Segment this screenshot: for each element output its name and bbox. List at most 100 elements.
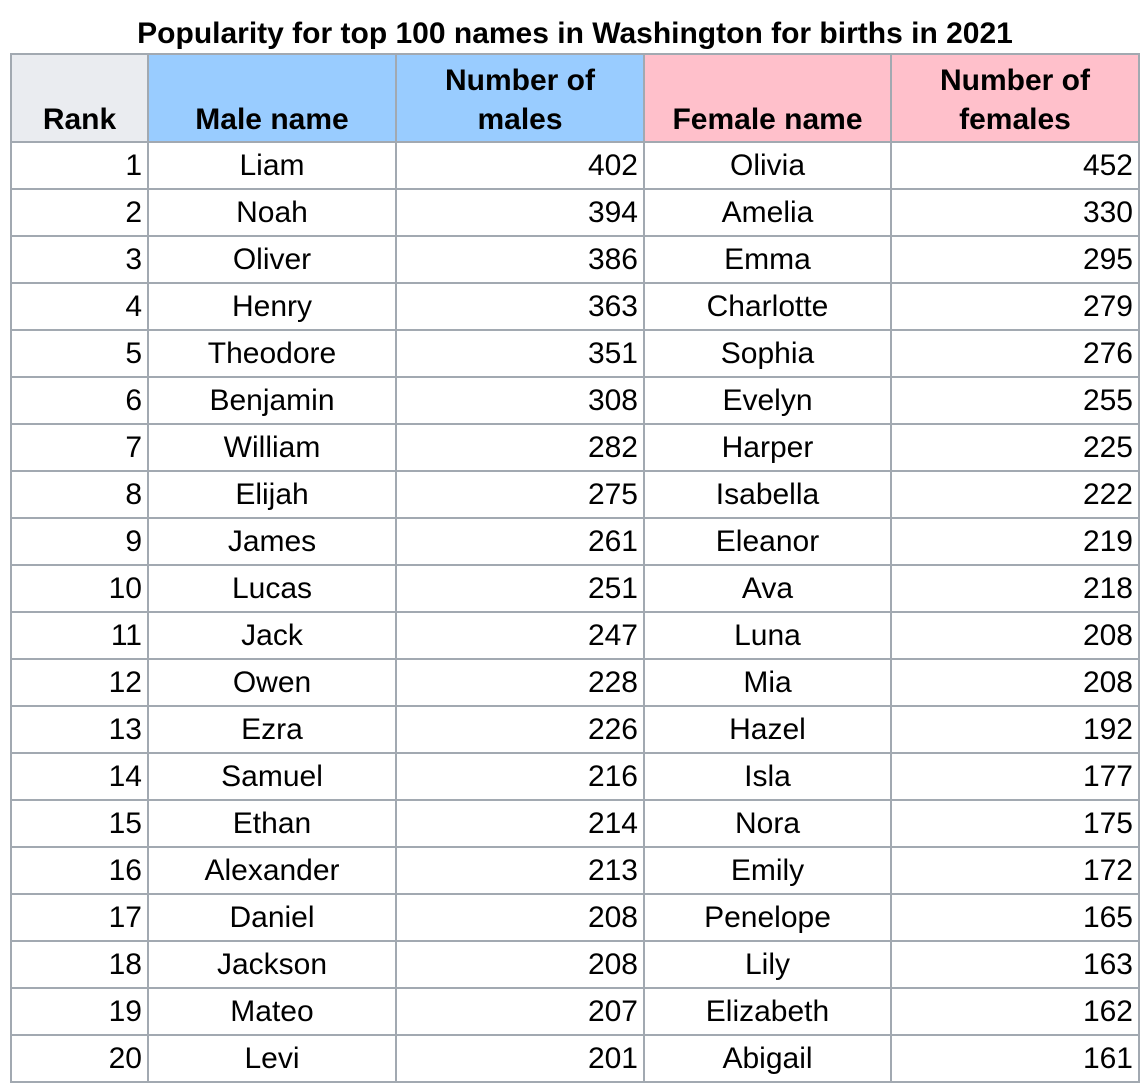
rank-header-label: Rank — [42, 103, 117, 136]
female-count-cell: 222 — [890, 470, 1140, 519]
table-row: 14 Samuel 216 Isla 177 — [10, 752, 1140, 801]
rank-cell: 17 — [10, 893, 149, 942]
male-count-cell: 275 — [395, 470, 645, 519]
male-count-cell: 228 — [395, 658, 645, 707]
male-count-header-line2: males — [477, 103, 563, 136]
male-name-cell: Daniel — [147, 893, 397, 942]
table-row: 15 Ethan 214 Nora 175 — [10, 799, 1140, 848]
male-name-cell: Theodore — [147, 329, 397, 378]
male-count-cell: 208 — [395, 893, 645, 942]
rank-cell: 4 — [10, 282, 149, 331]
male-name-cell: Jackson — [147, 940, 397, 989]
female-count-cell: 162 — [890, 987, 1140, 1036]
male-count-cell: 386 — [395, 235, 645, 284]
female-count-cell: 219 — [890, 517, 1140, 566]
male-count-cell: 213 — [395, 846, 645, 895]
male-name-cell: Levi — [147, 1034, 397, 1083]
female-count-cell: 452 — [890, 141, 1140, 190]
female-name-cell: Luna — [643, 611, 892, 660]
rank-cell: 15 — [10, 799, 149, 848]
male-count-cell: 216 — [395, 752, 645, 801]
table-row: 11 Jack 247 Luna 208 — [10, 611, 1140, 660]
male-count-cell: 402 — [395, 141, 645, 190]
female-name-cell: Harper — [643, 423, 892, 472]
female-name-cell: Hazel — [643, 705, 892, 754]
table-row: 5 Theodore 351 Sophia 276 — [10, 329, 1140, 378]
male-count-cell: 247 — [395, 611, 645, 660]
female-count-cell: 172 — [890, 846, 1140, 895]
female-name-cell: Emily — [643, 846, 892, 895]
male-count-header-line1: Number of — [445, 64, 595, 97]
male-name-cell: Henry — [147, 282, 397, 331]
male-name-header[interactable]: Male name — [147, 53, 397, 143]
header-row: Rank Male name Number of males Female nam… — [10, 53, 1140, 143]
male-name-cell: Liam — [147, 141, 397, 190]
table-caption: Popularity for top 100 names in Washingt… — [137, 17, 1013, 50]
male-name-cell: Jack — [147, 611, 397, 660]
male-name-cell: Benjamin — [147, 376, 397, 425]
female-name-header[interactable]: Female name — [643, 53, 892, 143]
male-name-cell: Oliver — [147, 235, 397, 284]
male-count-cell: 208 — [395, 940, 645, 989]
table-row: 3 Oliver 386 Emma 295 — [10, 235, 1140, 284]
male-count-cell: 282 — [395, 423, 645, 472]
table-row: 20 Levi 201 Abigail 161 — [10, 1034, 1140, 1083]
female-name-cell: Mia — [643, 658, 892, 707]
female-count-cell: 276 — [890, 329, 1140, 378]
rank-cell: 3 — [10, 235, 149, 284]
female-count-cell: 208 — [890, 611, 1140, 660]
male-count-cell: 226 — [395, 705, 645, 754]
male-count-cell: 207 — [395, 987, 645, 1036]
table-row: 19 Mateo 207 Elizabeth 162 — [10, 987, 1140, 1036]
female-name-cell: Elizabeth — [643, 987, 892, 1036]
female-count-cell: 177 — [890, 752, 1140, 801]
rank-cell: 14 — [10, 752, 149, 801]
male-name-cell: Samuel — [147, 752, 397, 801]
male-count-cell: 201 — [395, 1034, 645, 1083]
rank-cell: 12 — [10, 658, 149, 707]
rank-cell: 11 — [10, 611, 149, 660]
table-row: 12 Owen 228 Mia 208 — [10, 658, 1140, 707]
table-row: 2 Noah 394 Amelia 330 — [10, 188, 1140, 237]
female-count-cell: 175 — [890, 799, 1140, 848]
table-row: 6 Benjamin 308 Evelyn 255 — [10, 376, 1140, 425]
female-name-cell: Eleanor — [643, 517, 892, 566]
male-count-cell: 214 — [395, 799, 645, 848]
male-count-cell: 251 — [395, 564, 645, 613]
male-count-cell: 308 — [395, 376, 645, 425]
table-row: 7 William 282 Harper 225 — [10, 423, 1140, 472]
female-name-cell: Sophia — [643, 329, 892, 378]
female-name-cell: Evelyn — [643, 376, 892, 425]
female-name-cell: Nora — [643, 799, 892, 848]
rank-cell: 5 — [10, 329, 149, 378]
rank-header[interactable]: Rank — [10, 53, 149, 143]
male-name-cell: Noah — [147, 188, 397, 237]
female-count-header[interactable]: Number of females — [890, 53, 1140, 143]
male-name-cell: Alexander — [147, 846, 397, 895]
female-count-cell: 165 — [890, 893, 1140, 942]
male-count-header[interactable]: Number of males — [395, 53, 645, 143]
female-name-cell: Charlotte — [643, 282, 892, 331]
male-name-cell: Elijah — [147, 470, 397, 519]
female-name-header-label: Female name — [672, 103, 863, 136]
rank-cell: 13 — [10, 705, 149, 754]
table-row: 8 Elijah 275 Isabella 222 — [10, 470, 1140, 519]
female-count-cell: 279 — [890, 282, 1140, 331]
female-name-cell: Emma — [643, 235, 892, 284]
male-count-cell: 261 — [395, 517, 645, 566]
female-name-cell: Isla — [643, 752, 892, 801]
table-row: 4 Henry 363 Charlotte 279 — [10, 282, 1140, 331]
female-count-cell: 208 — [890, 658, 1140, 707]
table-row: 13 Ezra 226 Hazel 192 — [10, 705, 1140, 754]
rank-cell: 6 — [10, 376, 149, 425]
table-header: Rank Male name Number of males Female nam… — [10, 53, 1140, 143]
male-name-cell: Ethan — [147, 799, 397, 848]
female-name-cell: Penelope — [643, 893, 892, 942]
table-row: 16 Alexander 213 Emily 172 — [10, 846, 1140, 895]
female-count-cell: 161 — [890, 1034, 1140, 1083]
male-name-cell: Owen — [147, 658, 397, 707]
rank-cell: 20 — [10, 1034, 149, 1083]
rank-cell: 7 — [10, 423, 149, 472]
male-name-cell: Mateo — [147, 987, 397, 1036]
table-row: 9 James 261 Eleanor 219 — [10, 517, 1140, 566]
